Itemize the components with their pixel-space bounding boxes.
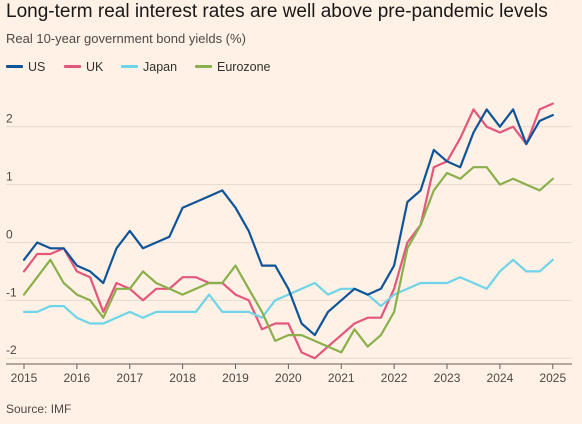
chart-title: Long-term real interest rates are well a…	[6, 1, 548, 22]
series-line-us	[22, 108, 554, 337]
x-tick-label: 2016	[64, 371, 91, 385]
source-note: Source: IMF	[6, 402, 72, 416]
axis-layer: -2 -1 0 1 2 2015 2016 2017 2018 2019 2020 2021 2022 2…	[6, 112, 572, 385]
y-tick-label: 2	[6, 112, 13, 126]
legend-label-uk: UK	[86, 60, 104, 74]
legend-swatch-japan	[121, 65, 138, 68]
legend-swatch-us	[6, 65, 23, 68]
series-line-japan	[22, 258, 554, 325]
y-tick-label: 0	[6, 227, 13, 241]
x-tick-label: 2017	[116, 371, 143, 385]
legend-label-us: US	[28, 60, 46, 74]
x-tick-label: 2024	[487, 371, 514, 385]
x-tick-label: 2023	[434, 371, 461, 385]
chart-subtitle: Real 10-year government bond yields (%)	[6, 31, 246, 46]
series-layer	[22, 102, 554, 360]
x-tick-label: 2019	[222, 371, 249, 385]
x-tick-label: 2025	[539, 371, 566, 385]
legend-swatch-eurozone	[195, 65, 212, 68]
y-tick-label: -1	[6, 285, 17, 299]
legend-label-japan: Japan	[143, 60, 178, 74]
x-tick-label: 2021	[328, 371, 355, 385]
legend-swatch-uk	[64, 65, 81, 68]
y-tick-label: -2	[6, 343, 17, 357]
x-tick-label: 2018	[169, 371, 196, 385]
x-tick-label: 2015	[11, 371, 38, 385]
legend-label-eurozone: Eurozone	[217, 60, 271, 74]
series-line-uk	[22, 102, 554, 360]
x-tick-label: 2022	[381, 371, 408, 385]
y-tick-label: 1	[6, 170, 13, 184]
series-line-eurozone	[22, 166, 554, 354]
x-tick-label: 2020	[275, 371, 302, 385]
